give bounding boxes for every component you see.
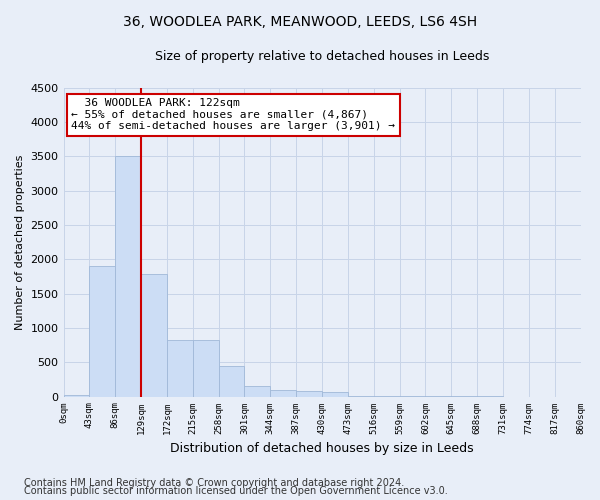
Bar xyxy=(167,340,193,396)
Text: 36 WOODLEA PARK: 122sqm
← 55% of detached houses are smaller (4,867)
44% of semi: 36 WOODLEA PARK: 122sqm ← 55% of detache… xyxy=(71,98,395,132)
Bar xyxy=(322,392,348,396)
Bar xyxy=(271,390,296,396)
Y-axis label: Number of detached properties: Number of detached properties xyxy=(15,154,25,330)
Title: Size of property relative to detached houses in Leeds: Size of property relative to detached ho… xyxy=(155,50,489,63)
Bar xyxy=(193,340,218,396)
Text: 36, WOODLEA PARK, MEANWOOD, LEEDS, LS6 4SH: 36, WOODLEA PARK, MEANWOOD, LEEDS, LS6 4… xyxy=(123,15,477,29)
Bar xyxy=(64,395,89,396)
Text: Contains public sector information licensed under the Open Government Licence v3: Contains public sector information licen… xyxy=(24,486,448,496)
Bar xyxy=(296,392,322,396)
Text: Contains HM Land Registry data © Crown copyright and database right 2024.: Contains HM Land Registry data © Crown c… xyxy=(24,478,404,488)
Bar xyxy=(89,266,115,396)
X-axis label: Distribution of detached houses by size in Leeds: Distribution of detached houses by size … xyxy=(170,442,474,455)
Bar xyxy=(115,156,141,396)
Bar xyxy=(218,366,244,396)
Bar xyxy=(244,386,271,396)
Bar xyxy=(141,274,167,396)
